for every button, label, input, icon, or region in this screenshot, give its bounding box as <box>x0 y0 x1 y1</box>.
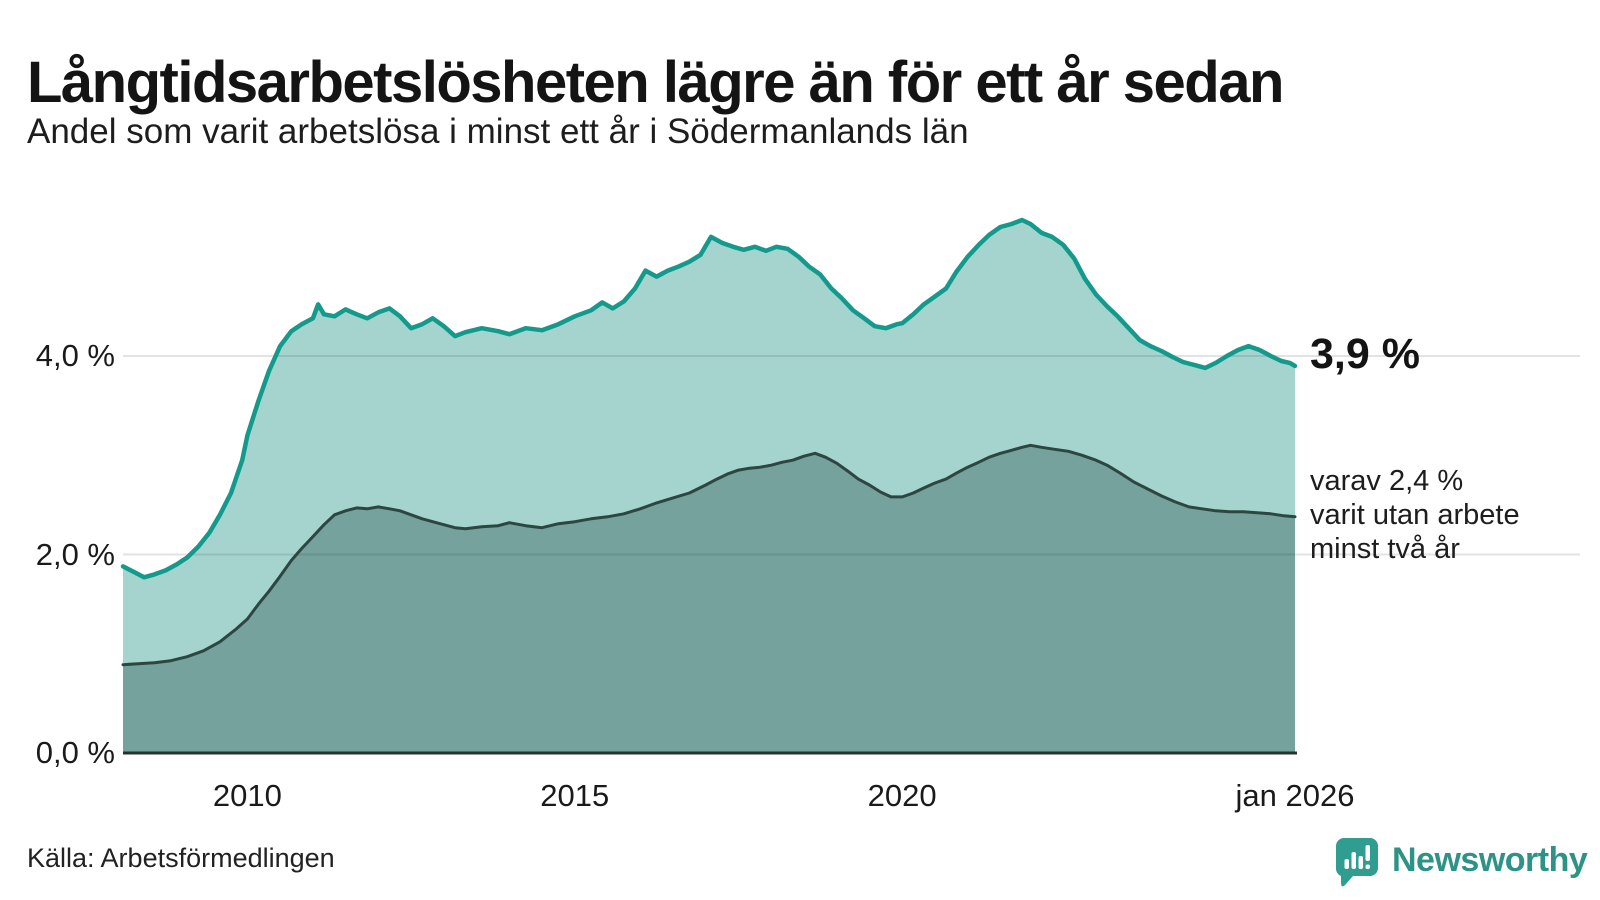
bar-3 <box>1358 856 1363 869</box>
speech-bubble-shape <box>1336 838 1378 887</box>
two-year-annotation-line3: minst två år <box>1310 533 1460 565</box>
area-fill-two-years <box>123 445 1295 753</box>
x-tick-label-2010: 2010 <box>212 778 282 813</box>
chart-subtitle: Andel som varit arbetslösa i minst ett å… <box>27 112 969 151</box>
newsworthy-icon <box>1336 838 1378 887</box>
bar-1 <box>1344 859 1349 869</box>
exclamation-dot <box>1365 864 1370 869</box>
x-tick-label-2015: 2015 <box>540 778 610 813</box>
bar-2 <box>1351 852 1356 869</box>
y-tick-label-2: 2,0 % <box>35 536 115 572</box>
x-tick-label-2020: 2020 <box>867 778 937 813</box>
two-year-annotation: varav 2,4 % varit utan arbete minst två … <box>1310 464 1520 566</box>
line-two-years <box>121 443 1297 667</box>
exclamation-bar <box>1365 845 1370 861</box>
y-tick-label-4: 4,0 % <box>35 338 115 373</box>
newsworthy-wordmark: Newsworthy <box>1392 841 1588 879</box>
line-one-year <box>120 217 1298 580</box>
x-tick-label-jan-2026: jan 2026 <box>1235 778 1355 813</box>
two-year-annotation-line2: varit utan arbete <box>1310 499 1520 531</box>
source-caption: Källa: Arbetsförmedlingen <box>27 843 335 873</box>
page-title: Långtidsarbetslösheten lägre än för ett … <box>27 49 1284 115</box>
two-year-annotation-line1: varav 2,4 % <box>1310 465 1464 497</box>
latest-value-label: 3,9 % <box>1310 330 1420 378</box>
newsworthy-logo: Newsworthy <box>1336 838 1588 888</box>
y-tick-label-0: 0,0 % <box>35 735 115 770</box>
